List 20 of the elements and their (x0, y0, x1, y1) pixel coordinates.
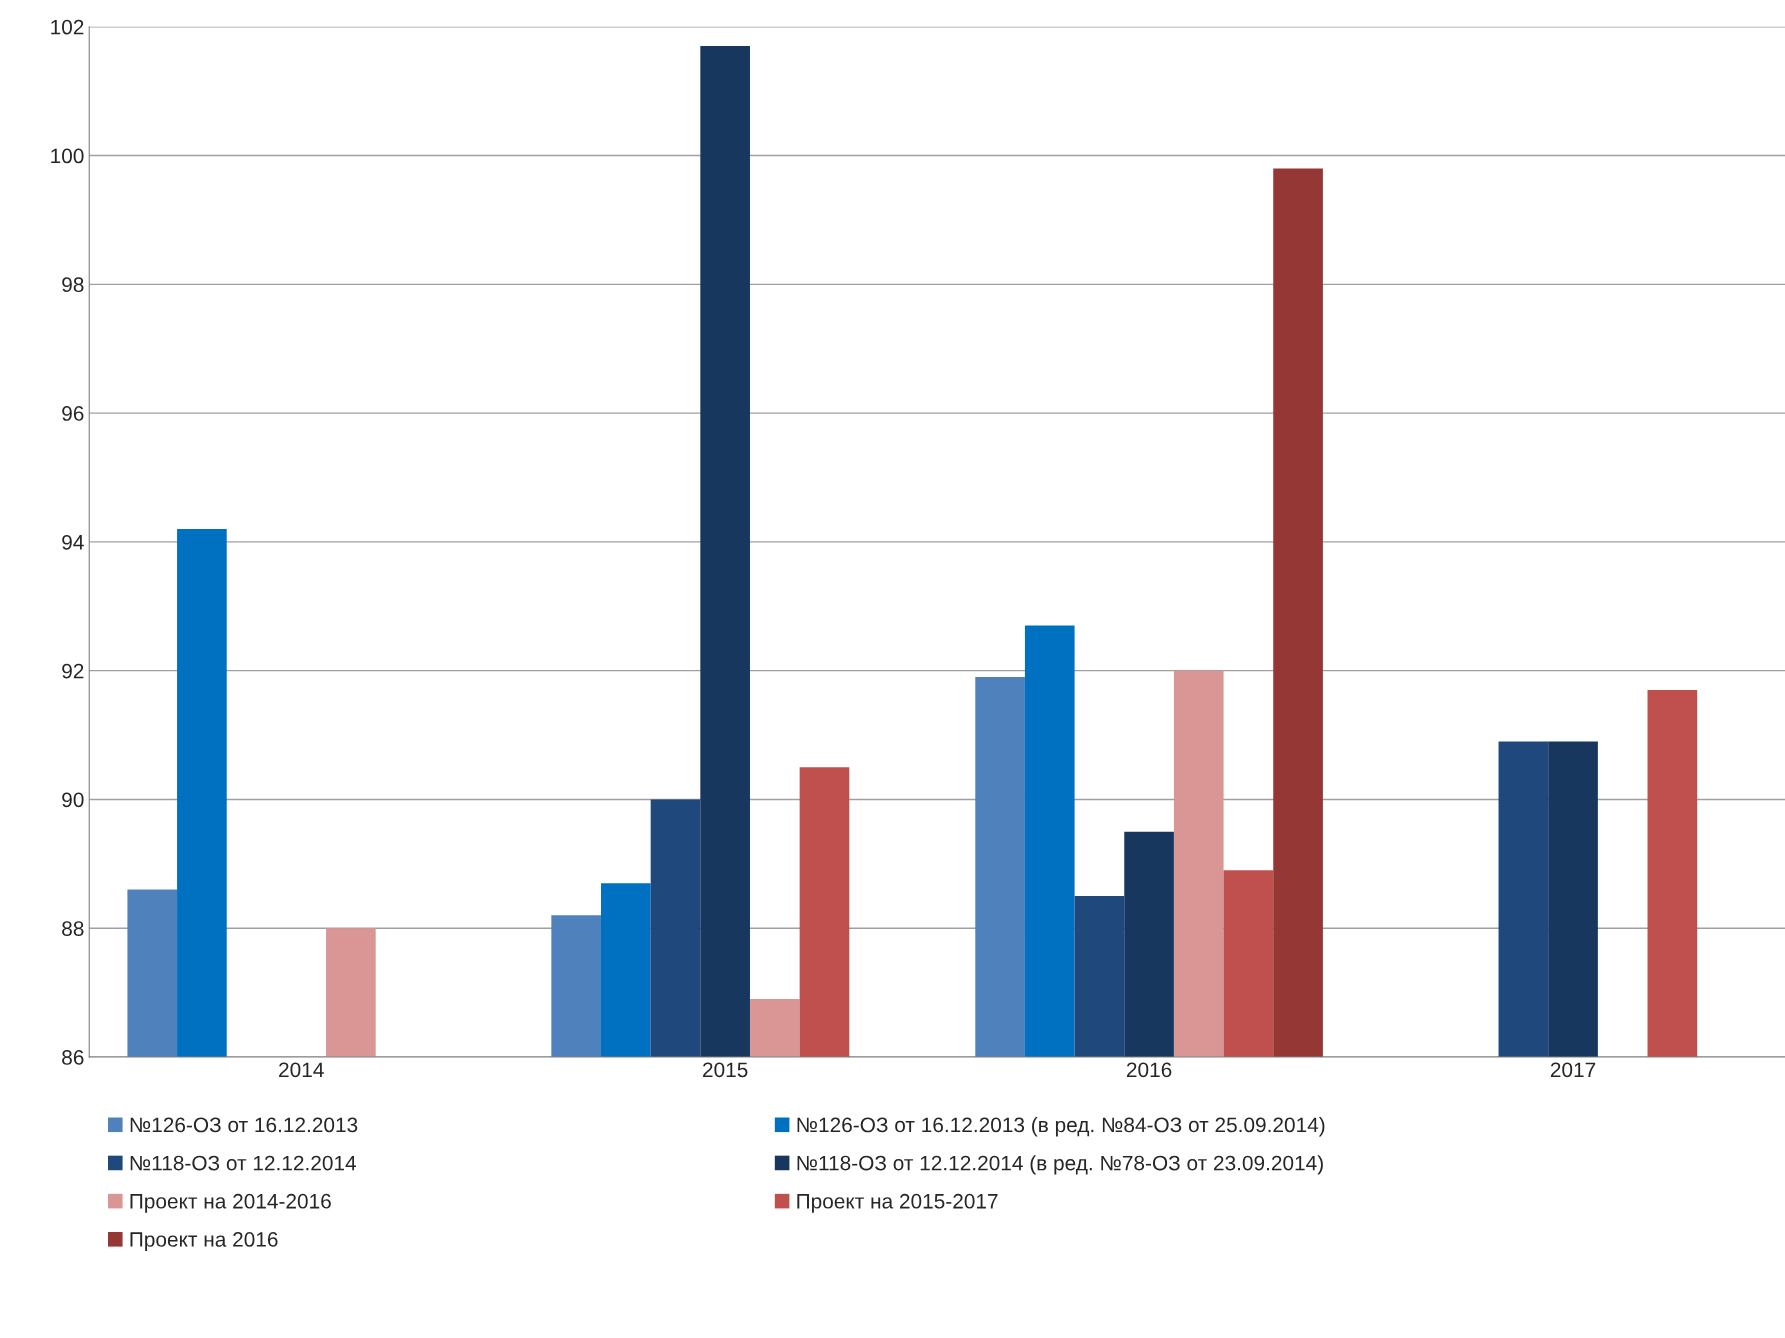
x-tick-label: 2016 (1126, 1062, 1172, 1078)
x-tick-label: 2017 (1550, 1062, 1596, 1078)
legend-label: №126-ОЗ от 16.12.2013 (130, 1117, 358, 1133)
legend-label: №118-ОЗ от 12.12.2014 (130, 1155, 357, 1171)
legend-label: Проект на 2016 (130, 1232, 278, 1251)
legend-label: Проект на 2015-2017 (797, 1193, 998, 1213)
y-tick-label: 90 (62, 792, 84, 808)
y-tick-label: 88 (62, 921, 84, 936)
y-tick-label: 86 (62, 1050, 84, 1065)
legend-label: №126-ОЗ от 16.12.2013 (в ред. №84-ОЗ от 25.09.2014) (797, 1116, 1325, 1137)
y-tick-label: 96 (62, 406, 84, 421)
y-tick-label: 92 (62, 663, 84, 679)
legend-label: Проект на 2014-2016 (130, 1193, 331, 1213)
y-tick-label: 102 (51, 19, 84, 35)
legend-label: №118-ОЗ от 12.12.2014 (в ред. №78-ОЗ от 23.09.2014) (797, 1155, 1323, 1175)
x-tick-label: 2014 (279, 1062, 324, 1078)
y-tick-label: 98 (62, 277, 84, 293)
y-tick-label: 100 (51, 148, 84, 164)
y-tick-label: 94 (62, 534, 84, 550)
x-tick-label: 2015 (703, 1062, 748, 1078)
